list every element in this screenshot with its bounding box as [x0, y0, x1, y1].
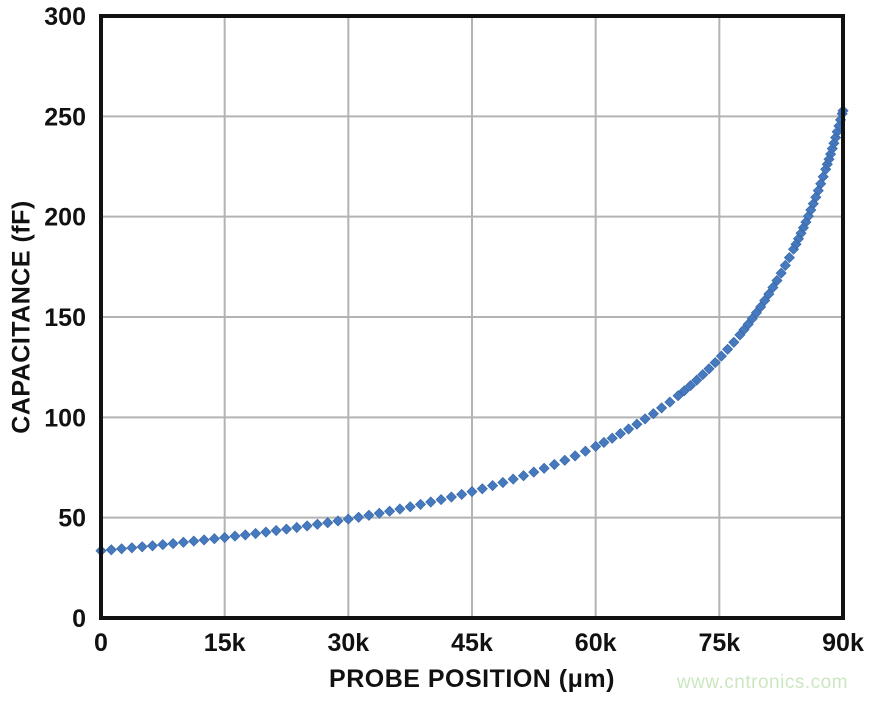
- y-tick-label: 250: [44, 103, 86, 131]
- x-tick-label: 15k: [204, 629, 246, 657]
- y-tick-label: 50: [58, 505, 86, 533]
- y-axis-title: CAPACITANCE (fF): [7, 200, 36, 434]
- y-tick-label: 150: [44, 304, 86, 332]
- x-tick-label: 60k: [575, 629, 617, 657]
- y-tick-label: 100: [44, 404, 86, 432]
- y-tick-label: 0: [72, 605, 86, 633]
- x-tick-label: 30k: [327, 629, 369, 657]
- watermark: www.cntronics.com: [676, 672, 848, 693]
- x-tick-label: 0: [94, 629, 108, 657]
- x-axis-title: PROBE POSITION (μm): [329, 665, 615, 693]
- x-tick-label: 75k: [698, 629, 740, 657]
- x-tick-label: 45k: [451, 629, 493, 657]
- x-tick-label: 90k: [822, 629, 864, 657]
- y-tick-label: 200: [44, 204, 86, 232]
- plot-frame: [99, 14, 845, 620]
- y-tick-label: 300: [44, 3, 86, 31]
